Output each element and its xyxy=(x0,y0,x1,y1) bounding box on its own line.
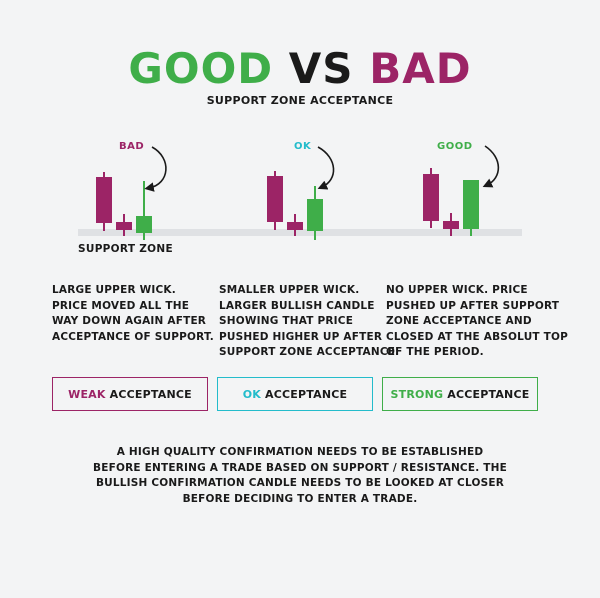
box-highlight: WEAK xyxy=(68,387,106,401)
box-rest: ACCEPTANCE xyxy=(261,387,348,401)
chart-ok xyxy=(267,146,335,240)
description-line: WAY DOWN AGAIN AFTER xyxy=(52,315,207,327)
arrow-icon xyxy=(317,146,335,190)
description-line: SUPPORT ZONE ACCEPTANCE. xyxy=(219,346,400,358)
box-highlight: OK xyxy=(242,387,262,401)
footer-note: A HIGH QUALITY CONFIRMATION NEEDS TO BE … xyxy=(0,445,600,507)
description-line: LARGE UPPER WICK. xyxy=(52,284,176,296)
footer-line: BEFORE DECIDING TO ENTER A TRADE. xyxy=(182,492,418,505)
description-line: ACCEPTANCE OF SUPPORT. xyxy=(52,330,214,343)
description-line: PUSHED HIGHER UP AFTER xyxy=(219,330,383,343)
description-line: NO UPPER WICK. PRICE xyxy=(386,284,528,296)
chart-label-bad: BAD xyxy=(119,141,145,152)
subtitle: SUPPORT ZONE ACCEPTANCE xyxy=(206,94,394,107)
box-rest: ACCEPTANCE xyxy=(443,387,530,401)
title-good: GOOD xyxy=(128,44,274,93)
description-bad: LARGE UPPER WICK. PRICE MOVED ALL THE WA… xyxy=(52,283,214,345)
box-rest: ACCEPTANCE xyxy=(105,387,192,401)
title-vs: VS xyxy=(288,44,354,93)
box-highlight: STRONG xyxy=(390,387,444,401)
title-bad: BAD xyxy=(369,44,472,93)
support-zone-bar xyxy=(78,229,522,236)
chart-label-ok: OK xyxy=(294,141,312,152)
weak-acceptance-box: WEAK ACCEPTANCE xyxy=(52,377,208,411)
footer-line: A HIGH QUALITY CONFIRMATION NEEDS TO BE … xyxy=(116,446,484,458)
ok-acceptance-box: OK ACCEPTANCE xyxy=(217,377,373,411)
description-line: LARGER BULLISH CANDLE xyxy=(219,299,375,312)
description-line: PUSHED UP AFTER SUPPORT xyxy=(386,299,560,312)
chart-bad xyxy=(96,146,167,240)
arrow-icon xyxy=(482,145,500,188)
footer-line: BULLISH CONFIRMATION CANDLE NEEDS TO BE … xyxy=(95,477,505,489)
chart-good xyxy=(423,145,500,236)
description-line: ZONE ACCEPTANCE AND xyxy=(386,315,532,327)
chart-label-good: GOOD xyxy=(437,141,473,152)
candle-1-body xyxy=(423,174,439,221)
description-line: SHOWING THAT PRICE xyxy=(219,315,354,327)
description-line: SMALLER UPPER WICK. xyxy=(219,284,360,296)
page-title: GOOD VS BAD xyxy=(0,44,600,94)
candle-2-body xyxy=(287,222,303,230)
candle-2-body xyxy=(116,222,132,230)
description-ok: SMALLER UPPER WICK. LARGER BULLISH CANDL… xyxy=(219,283,399,361)
description-line: CLOSED AT THE ABSOLUT TOP xyxy=(386,330,569,343)
description-line: OF THE PERIOD. xyxy=(386,346,484,358)
strong-acceptance-box: STRONG ACCEPTANCE xyxy=(382,377,538,411)
arrow-icon xyxy=(144,146,167,192)
candle-3-body xyxy=(463,180,479,229)
support-zone-label: SUPPORT ZONE xyxy=(78,243,173,255)
description-good: NO UPPER WICK. PRICE PUSHED UP AFTER SUP… xyxy=(386,283,568,361)
candle-1-body xyxy=(267,176,283,222)
description-line: PRICE MOVED ALL THE xyxy=(52,299,190,312)
candle-3-body xyxy=(307,199,323,231)
candle-1-body xyxy=(96,177,112,223)
candle-3-body xyxy=(136,216,152,233)
candle-2-body xyxy=(443,221,459,229)
footer-line: BEFORE ENTERING A TRADE BASED ON SUPPORT… xyxy=(93,461,507,474)
